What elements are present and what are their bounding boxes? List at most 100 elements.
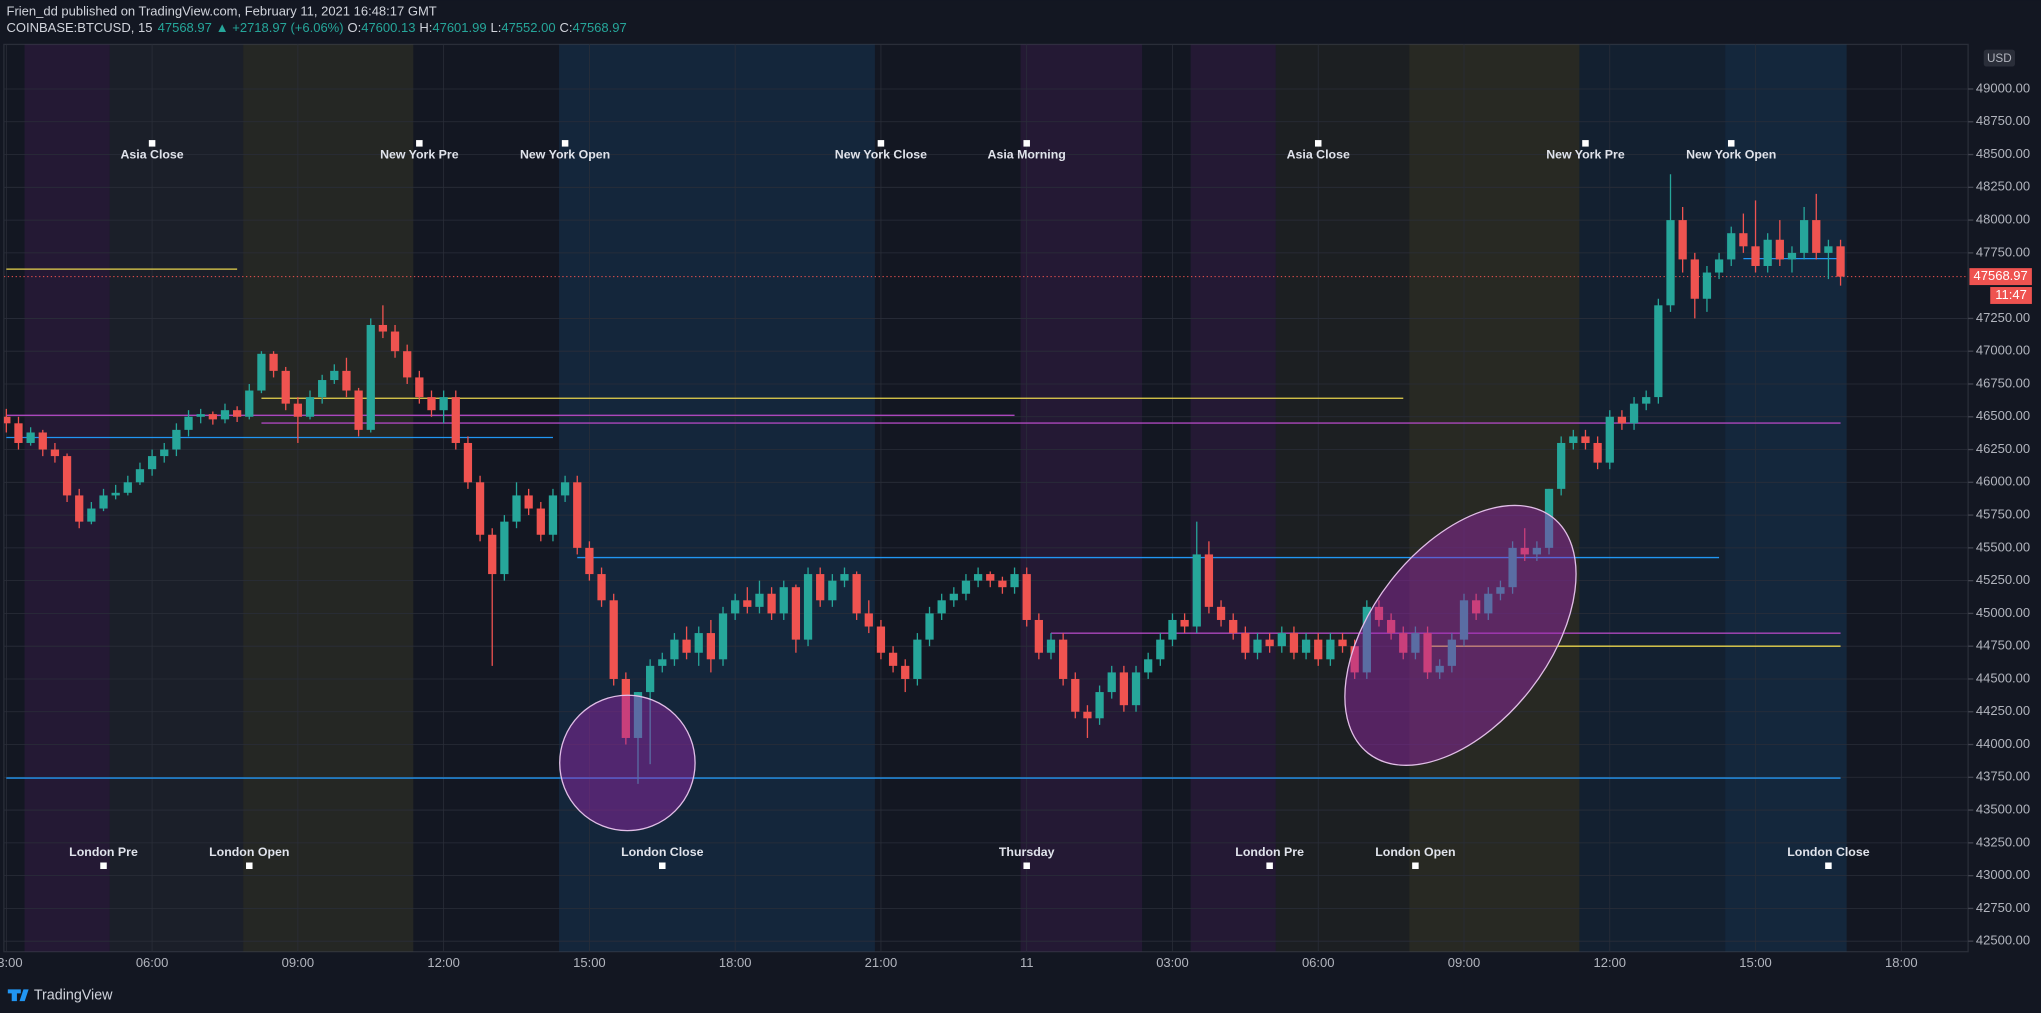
candle-body [621,678,630,738]
candle-body [354,390,363,430]
candle-body [1229,619,1238,634]
candle-body [184,416,193,430]
y-tick-label: 45750.00 [1976,507,2030,522]
candle-body [257,353,266,391]
candle-body [208,414,217,420]
session-marker [1314,140,1322,147]
candle-body [1654,305,1663,398]
y-tick-label: 48500.00 [1976,146,2030,161]
highlight-ellipse [1344,504,1577,766]
candle-body [439,397,448,411]
candle-body [14,423,23,443]
candle-body [925,613,934,640]
countdown: 11:47 [1995,287,2027,302]
sessions-layer [24,44,1847,952]
x-tick-label: 15:00 [1739,955,1772,970]
candle-body [1532,547,1542,555]
session-label: London Pre [69,845,138,859]
brand-logo [7,989,29,1002]
session-label: London Close [1787,845,1870,859]
session-marker [1412,862,1419,870]
x-tick-label: 11 [1020,955,1034,970]
y-tick-label: 46500.00 [1976,408,2030,423]
candle-body [1605,416,1614,463]
session-band [1579,44,1726,952]
header-line: COINBASE:BTCUSD, 15 47568.97 ▲ +2718.97 (+… [7,20,627,35]
candle-body [718,613,728,660]
candle-body [245,390,254,417]
candle-body [1144,659,1153,673]
candle-body [1362,606,1371,673]
candle-body [1156,639,1165,660]
candle-body [767,593,776,614]
x-tick-label: 12:00 [1593,955,1626,970]
candle-body [1350,646,1359,673]
candle-body [1119,672,1129,706]
candle-body [415,377,424,398]
candle-body [1241,633,1250,653]
candle-body [1301,639,1311,653]
candle-body [1629,403,1639,424]
candle-body [1253,639,1262,653]
candle-body [1314,639,1323,660]
candle-body [986,574,995,581]
candle-body [1775,239,1784,260]
footer [0,979,2041,1013]
candle-body [1727,233,1736,260]
session-label: Asia Close [120,147,183,161]
candle-body [828,580,837,601]
candle-body [573,482,582,548]
candle-body [111,492,120,496]
candle-body [1520,547,1529,555]
candle-body [1666,220,1675,306]
last-price: 47568.97 [158,20,212,35]
candle-body [670,639,679,660]
session-band [1409,44,1580,952]
candle-body [1289,633,1299,653]
session-label: London Open [209,845,289,859]
session-label: New York Open [520,147,610,161]
session-label: London Pre [1235,845,1304,859]
session-marker [561,140,569,147]
session-band [1190,44,1276,952]
candle-body [864,613,873,627]
axes: 49000.00 48750.00 48500.00 48250.00 48000.00… [0,80,2032,970]
x-tick-label: 09:00 [282,955,315,970]
session-marker [246,862,253,870]
y-tick-label: 48250.00 [1976,179,2030,194]
x-tick-label: 21:00 [865,955,898,970]
brand[interactable]: TradingView [34,988,113,1004]
candle-body [876,626,886,653]
candle-body [160,449,169,457]
y-tick-label: 48750.00 [1976,113,2030,128]
candle-body [403,351,412,378]
y-tick-label: 46750.00 [1976,375,2030,390]
y-tick-label: 47000.00 [1976,343,2030,358]
candle-body [1277,633,1286,647]
candle-body [75,495,84,522]
candle-body [488,534,497,575]
y-tick-label: 47750.00 [1976,244,2030,259]
x-tick-label: 09:00 [1448,955,1481,970]
candle-body [646,665,655,693]
session-band [110,44,244,951]
y-tick-label: 42750.00 [1976,900,2030,915]
ohlc-value: 47601.99 [432,20,486,35]
candle-body [791,587,801,640]
session-marker [1727,140,1735,147]
candle-body [269,353,278,371]
candle-body [1581,436,1590,443]
plot-area [3,43,1969,953]
candle-body [949,593,958,601]
y-tick-label: 42500.00 [1976,933,2030,948]
candle-body [1083,711,1092,719]
session-marker [1825,862,1832,870]
session-marker [148,140,156,147]
candle-body [38,432,47,450]
candle-body [1216,606,1226,620]
candle-body [1836,246,1845,277]
symbol: COINBASE:BTCUSD, 15 [7,20,153,35]
annotations [559,504,1577,832]
session-label: New York Pre [1546,147,1625,161]
